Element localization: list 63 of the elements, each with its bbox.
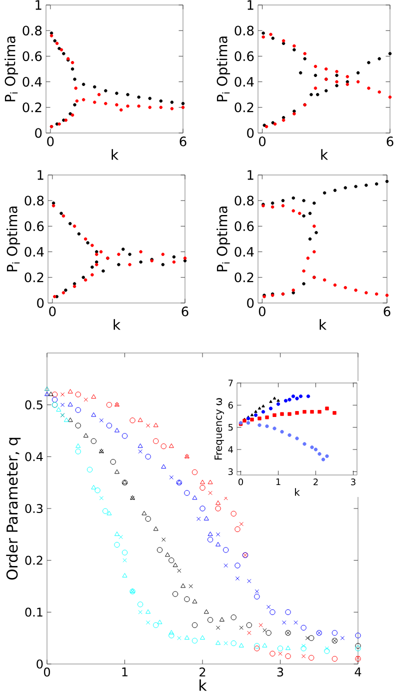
x-tick-label: 0 [258,306,266,316]
x-axis-title: k [295,488,300,496]
y-tick-label: 0.1 [25,608,42,617]
y-tick-label: 4 [228,446,233,453]
y-tick-label: 1 [248,0,254,10]
y-tick-label: 0 [247,128,254,138]
y-axis-title: P$_{i}$ Optima [216,36,230,102]
y-tick-label: 0.8 [22,26,42,36]
x-tick-label: 6 [182,306,188,316]
x-tick-label: 3 [351,478,356,486]
y-tick-label: 0.6 [234,51,254,62]
y-tick-label: 0.6 [24,221,44,232]
y-axis-title: P$_{i}$ Optima [4,36,18,102]
y-tick-label: 0.4 [234,246,254,257]
y-tick-label: 0.8 [24,196,44,206]
y-tick-label: 7 [228,380,233,386]
y-tick-label: 0.5 [25,400,42,410]
y-tick-label: 0.8 [234,26,254,36]
x-tick-label: 1 [122,668,128,676]
y-tick-label: 0.8 [234,196,254,206]
x-tick-label: 4 [354,668,362,676]
y-tick-label: 0.4 [234,76,254,87]
y-tick-label: 0.3 [25,504,43,514]
x-tick-label: 6 [384,306,390,316]
x-axis-title: k [320,319,327,330]
y-tick-label: 0 [37,298,44,308]
y-tick-label: 0.2 [25,556,42,565]
y-tick-label: 0.6 [234,221,254,232]
x-tick-label: 2 [314,478,318,486]
x-axis-title: k [200,679,207,691]
y-tick-label: 0 [36,659,43,669]
y-tick-label: 0.2 [22,102,42,112]
y-tick-label: 0 [247,298,254,308]
x-tick-label: 6 [180,136,186,146]
y-tick-label: 1 [248,170,254,180]
y-axis-title: Order Parameter, q [6,438,21,580]
x-tick-label: 0 [259,136,266,146]
y-tick-label: 0.2 [234,272,254,282]
x-axis-title: k [112,149,119,160]
y-tick-label: 1 [38,170,44,180]
y-tick-label: 0.4 [25,452,43,462]
y-tick-label: 5 [228,424,233,431]
x-tick-label: 6 [386,136,394,146]
y-tick-label: 1 [36,0,42,10]
y-tick-label: 0.2 [234,102,254,112]
y-axis-title: P$_{i}$ Optima [216,206,230,272]
x-tick-label: 3 [277,668,284,677]
x-axis-title: k [114,319,121,330]
y-tick-label: 3 [228,468,233,476]
y-tick-label: 0.6 [22,51,42,62]
y-tick-label: 0.2 [24,272,44,282]
y-tick-label: 0.4 [24,246,44,257]
y-tick-label: 0 [35,128,42,138]
x-tick-label: 0 [47,136,54,146]
x-tick-label: 0 [44,668,50,677]
x-tick-label: 1 [276,478,280,486]
y-tick-label: 0.4 [22,76,42,87]
y-axis-title: P$_{i}$ Optima [6,206,20,272]
y-axis-title: Frequency ω [214,398,224,460]
x-tick-label: 2 [200,668,206,676]
x-axis-title: k [321,149,328,160]
x-tick-label: 0 [49,306,56,316]
y-tick-label: 6 [228,402,233,409]
